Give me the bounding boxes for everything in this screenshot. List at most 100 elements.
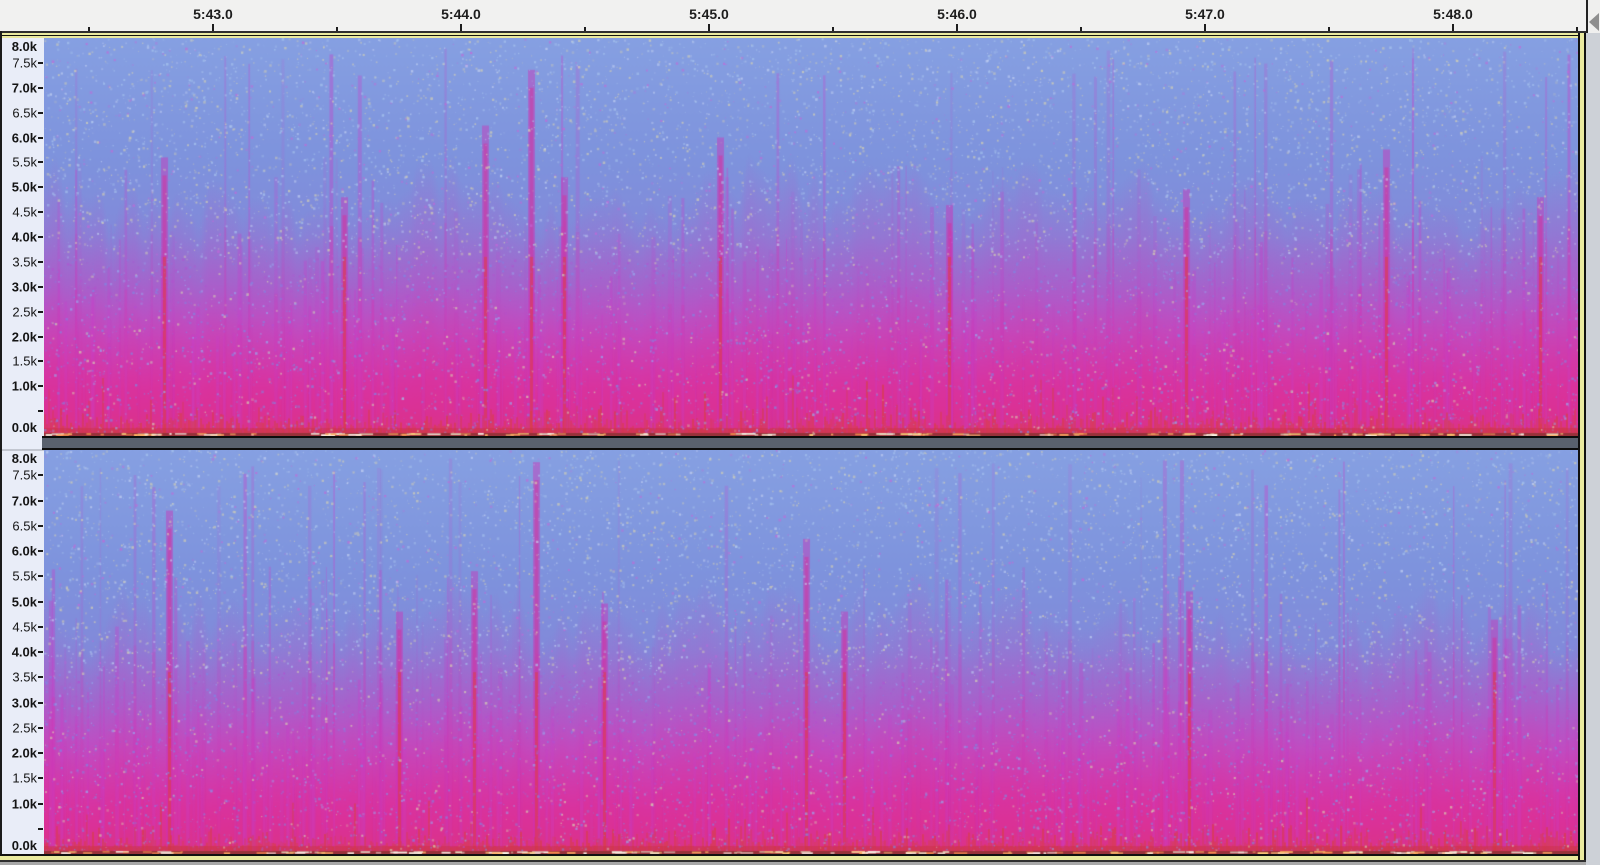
timeline-ruler[interactable]: 5:43.0 5:44.0 5:45.0 5:46.0 5:47.0 5:48.0 <box>0 0 1600 31</box>
selected-track-border-top <box>0 33 1586 38</box>
freq-tick-label: 6.5k <box>12 518 37 534</box>
freq-tick-label: 2.0k <box>11 745 37 761</box>
freq-tick-label: 6.5k <box>12 105 37 121</box>
freq-tick-dash <box>38 111 43 114</box>
freq-tick-dash <box>38 211 43 214</box>
freq-tick-dash <box>38 360 43 363</box>
freq-tick-label: 7.0k <box>11 493 37 508</box>
freq-tick-label: 1.0k <box>11 796 37 811</box>
freq-tick-dash <box>38 499 43 502</box>
timeline-label: 5:47.0 <box>1185 6 1225 22</box>
freq-tick-label: 2.5k <box>12 720 37 736</box>
timeline-tick-minor <box>584 27 586 31</box>
freq-tick-label: 4.0k <box>11 229 37 245</box>
freq-tick-label: 4.0k <box>11 644 37 660</box>
freq-tick-label: 5.5k <box>12 568 37 584</box>
freq-tick-dash <box>38 474 43 477</box>
timeline-tick-major <box>212 24 214 31</box>
timeline-label: 5:48.0 <box>1433 6 1473 22</box>
freq-tick-label: 3.5k <box>12 254 37 270</box>
freq-tick-dash <box>38 236 43 238</box>
timeline-tick-minor <box>88 27 90 31</box>
freq-tick-label: 5.0k <box>11 594 37 609</box>
ruler-channel-split-line <box>2 449 44 451</box>
timeline-label: 5:43.0 <box>193 6 233 22</box>
timeline-tick-major <box>1204 24 1206 31</box>
vertical-scrollbar[interactable] <box>1586 0 1600 865</box>
track-bottom-edge <box>0 854 1586 856</box>
frequency-ruler[interactable]: 8.0k 7.5k 7.0k 6.5k 6.0k 5.5k 5.0k 4.5k 4.0k 3.5k… <box>2 38 44 854</box>
freq-tick-label: 1.5k <box>12 353 37 369</box>
freq-tick-dash <box>38 701 43 704</box>
freq-tick-label: 1.0k <box>11 378 37 394</box>
freq-tick-label: 1.5k <box>12 770 37 786</box>
timeline-tick-major <box>1452 24 1454 31</box>
timeline-tick-minor <box>336 27 338 31</box>
timeline-label: 5:46.0 <box>937 6 977 22</box>
freq-tick-label: 2.5k <box>12 304 37 320</box>
freq-tick-dash <box>38 827 43 830</box>
channel-separator[interactable] <box>42 436 1578 450</box>
freq-tick-label: 6.0k <box>11 543 37 559</box>
timeline-tick-major <box>708 24 710 31</box>
selected-track-border-bottom <box>0 856 1586 860</box>
selected-track-border-right <box>1580 33 1584 860</box>
scrollbar-divider-line <box>1586 0 1588 33</box>
freq-tick-dash <box>38 285 43 288</box>
freq-tick-dash <box>38 726 43 729</box>
freq-tick-dash <box>38 676 43 679</box>
freq-tick-label: 2.0k <box>11 329 37 344</box>
timeline-label: 5:45.0 <box>689 6 729 22</box>
freq-tick-label: 7.5k <box>12 467 37 483</box>
freq-tick-dash <box>38 410 43 413</box>
track-right-outer-edge <box>1584 33 1586 860</box>
freq-tick-label: 7.0k <box>11 80 37 96</box>
freq-tick-dash <box>38 625 43 628</box>
freq-tick-label: 6.0k <box>11 130 37 145</box>
freq-tick-dash <box>38 752 43 754</box>
freq-tick-dash <box>38 575 43 578</box>
freq-tick-dash <box>38 136 43 139</box>
timeline-tick-minor <box>1328 27 1330 31</box>
timeline-tick-major <box>956 24 958 31</box>
freq-tick-dash <box>38 777 43 780</box>
freq-tick-label: 7.5k <box>12 55 37 71</box>
freq-tick-dash <box>38 86 43 89</box>
window-bottom-edge <box>0 860 1586 865</box>
freq-tick-dash <box>38 550 43 552</box>
freq-tick-label: 4.5k <box>12 204 37 220</box>
freq-tick-label: 0.0k <box>11 420 37 435</box>
freq-tick-label: 3.5k <box>12 669 37 685</box>
track-right-edge <box>1578 33 1580 860</box>
freq-tick-dash <box>38 260 43 263</box>
timeline-tick-minor <box>1576 27 1578 31</box>
freq-tick-dash <box>38 651 43 653</box>
timeline-border <box>0 31 1600 33</box>
freq-tick-dash <box>38 802 43 805</box>
freq-tick-dash <box>38 600 43 603</box>
freq-tick-label: 4.5k <box>12 619 37 635</box>
freq-tick-dash <box>38 385 43 388</box>
freq-tick-label: 5.5k <box>12 154 37 170</box>
window-left-edge <box>0 31 2 865</box>
freq-tick-label: 5.0k <box>11 179 37 195</box>
timeline-scroll-arrow-icon[interactable] <box>1589 13 1599 31</box>
timeline-tick-minor <box>832 27 834 31</box>
freq-tick-label: 3.0k <box>11 695 37 710</box>
freq-tick-dash <box>38 61 43 64</box>
freq-tick-dash <box>38 161 43 164</box>
freq-tick-dash <box>38 335 43 338</box>
freq-tick-dash <box>38 186 43 189</box>
freq-tick-label: 0.0k <box>11 838 37 853</box>
freq-tick-dash <box>38 310 43 313</box>
spectrogram-channel-1[interactable] <box>44 38 1578 436</box>
freq-tick-label: 8.0k <box>11 39 37 54</box>
spectrogram-channel-2[interactable] <box>44 450 1578 854</box>
freq-tick-label: 8.0k <box>11 451 37 466</box>
timeline-label: 5:44.0 <box>441 6 481 22</box>
timeline-tick-minor <box>1080 27 1082 31</box>
freq-tick-dash <box>38 524 43 527</box>
freq-tick-label: 3.0k <box>11 279 37 295</box>
timeline-tick-major <box>460 24 462 31</box>
